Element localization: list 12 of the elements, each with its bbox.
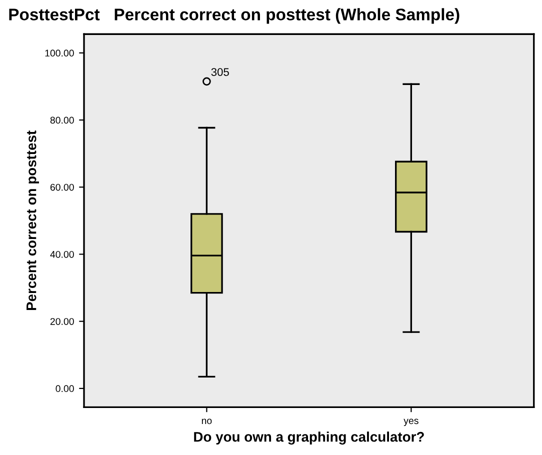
y-tick-label: 0.00 [56,385,74,392]
chart-title: PosttestPct Percent correct on posttest (Whole Sample) [9,8,460,24]
y-tick-label: 100.00 [45,50,74,57]
x-tick-label: no [202,418,212,424]
x-axis-title: Do you own a graphing calculator? [194,432,424,445]
y-tick-label: 20.00 [50,318,74,325]
x-tick-label: yes [404,418,418,426]
y-tick-label: 60.00 [50,184,74,191]
y-tick-label: 80.00 [50,116,74,124]
y-tick-label: 40.00 [50,250,74,258]
annotation: 305 [211,68,229,76]
y-axis-title: Percent correct on posttest [26,130,39,310]
